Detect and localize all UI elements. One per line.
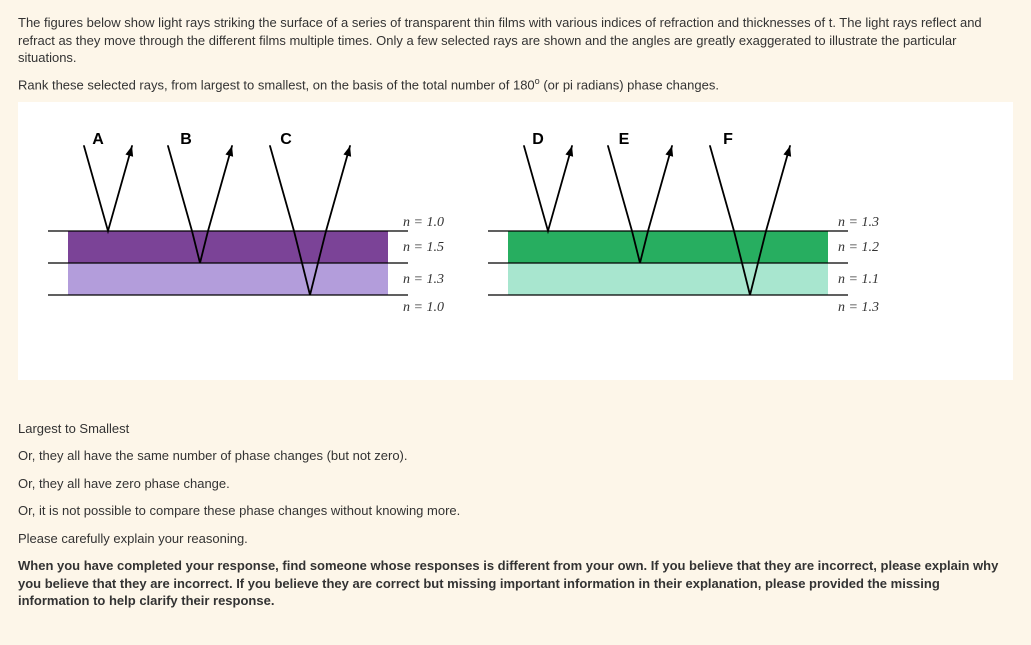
svg-text:n = 1.3: n = 1.3 xyxy=(838,300,879,315)
answer-options: Largest to Smallest Or, they all have th… xyxy=(18,420,1013,610)
intro-p2-post: (or pi radians) phase changes. xyxy=(540,77,719,92)
svg-text:C: C xyxy=(280,131,292,148)
intro-p2-pre: Rank these selected rays, from largest t… xyxy=(18,77,535,92)
svg-text:n = 1.2: n = 1.2 xyxy=(838,240,879,255)
answer-option-4: Or, it is not possible to compare these … xyxy=(18,502,1013,520)
svg-text:n = 1.0: n = 1.0 xyxy=(403,215,444,230)
answer-instructions: When you have completed your response, f… xyxy=(18,557,1013,610)
intro-paragraph-2: Rank these selected rays, from largest t… xyxy=(18,75,1013,94)
svg-text:A: A xyxy=(92,131,104,148)
answer-option-2: Or, they all have the same number of pha… xyxy=(18,447,1013,465)
svg-text:n = 1.3: n = 1.3 xyxy=(838,215,879,230)
svg-text:B: B xyxy=(180,131,192,148)
answer-option-3: Or, they all have zero phase change. xyxy=(18,475,1013,493)
svg-text:F: F xyxy=(723,131,733,148)
svg-text:n = 1.0: n = 1.0 xyxy=(403,300,444,315)
svg-text:E: E xyxy=(619,131,630,148)
svg-text:n = 1.3: n = 1.3 xyxy=(403,272,444,287)
answer-option-1: Largest to Smallest xyxy=(18,420,1013,438)
svg-text:n = 1.1: n = 1.1 xyxy=(838,272,879,287)
answer-explain: Please carefully explain your reasoning. xyxy=(18,530,1013,548)
figure-container: n = 1.0 n = 1.5 n = 1.3 n = 1.0 A B Cn = 1.3 n … xyxy=(18,102,1013,380)
physics-figure: n = 1.0 n = 1.5 n = 1.3 n = 1.0 A B Cn = 1.3 n … xyxy=(38,126,978,356)
svg-text:D: D xyxy=(532,131,544,148)
svg-text:n = 1.5: n = 1.5 xyxy=(403,240,444,255)
intro-paragraph-1: The figures below show light rays striki… xyxy=(18,14,1013,67)
